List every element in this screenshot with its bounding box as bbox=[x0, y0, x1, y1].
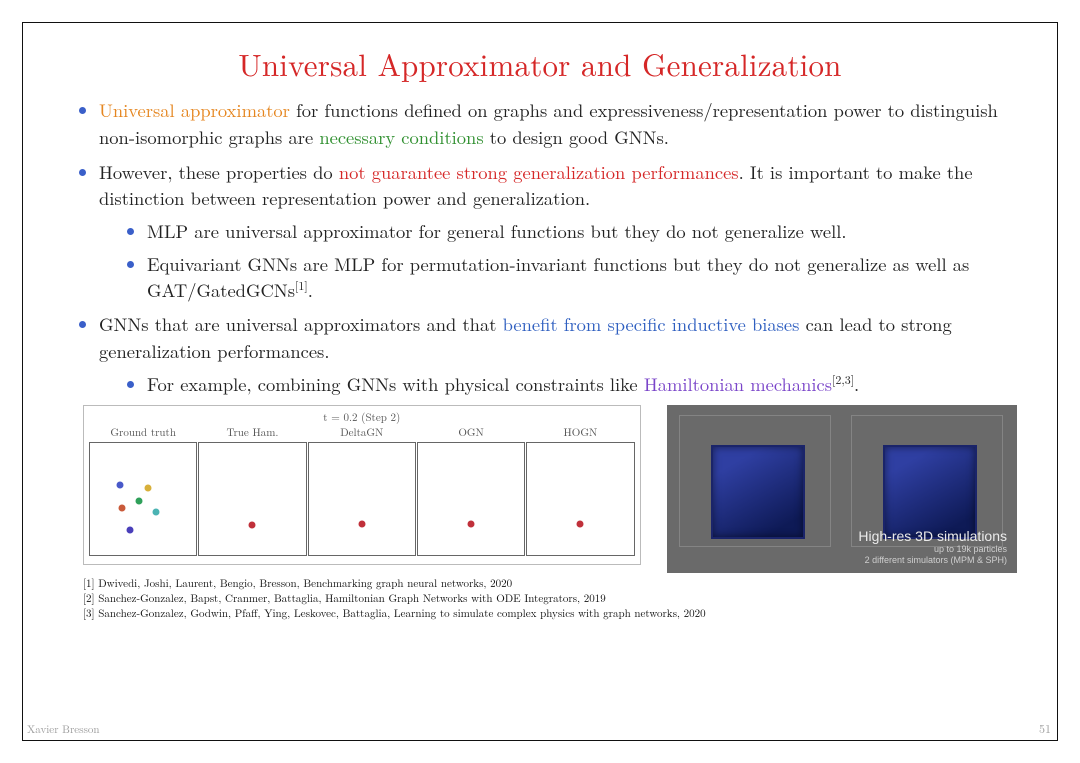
figL-header-3: OGN bbox=[458, 425, 483, 440]
bullet-2: However, these properties do not guarant… bbox=[85, 159, 1017, 303]
references: [1] Dwivedi, Joshi, Laurent, Bengio, Bre… bbox=[83, 577, 1017, 622]
ref-3: [3] Sanchez-Gonzalez, Godwin, Pfaff, Yin… bbox=[83, 607, 1017, 622]
figure-right-panel: High-res 3D simulations up to 19k partic… bbox=[667, 405, 1017, 573]
figL-dot bbox=[358, 520, 365, 527]
bullet-list: Universal approximator for functions def… bbox=[63, 97, 1017, 397]
figL-plot-2 bbox=[308, 442, 416, 556]
figL-dot bbox=[135, 498, 142, 505]
b3-purple: Hamiltonian mechanics bbox=[644, 371, 832, 397]
b3-sub1-sup: [2,3] bbox=[832, 371, 854, 388]
figL-header-0: Ground truth bbox=[110, 425, 176, 440]
b2-sub2: Equivariant GNNs are MLP for permutation… bbox=[133, 251, 1017, 304]
b3-sub1-t1: For example, combining GNNs with physica… bbox=[147, 371, 644, 397]
figL-header-4: HOGN bbox=[564, 425, 598, 440]
bullet-3: GNNs that are universal approximators an… bbox=[85, 311, 1017, 397]
figure-left-panel: t = 0.2 (Step 2) Ground truth True Ham. De… bbox=[83, 405, 641, 565]
figL-cell-2: DeltaGN bbox=[309, 425, 415, 556]
b1-orange: Universal approximator bbox=[99, 97, 290, 123]
b3-blue: benefit from specific inductive biases bbox=[503, 311, 800, 337]
figL-grid: Ground truth True Ham. DeltaGN OGN HOGN bbox=[90, 425, 634, 556]
figL-plot-4 bbox=[526, 442, 634, 556]
footer-page-number: 51 bbox=[1039, 720, 1051, 737]
b1-t2: to design good GNNs. bbox=[484, 124, 669, 150]
b2-sub2-sup: [1] bbox=[295, 277, 308, 294]
figL-dot bbox=[468, 520, 475, 527]
bullet-2-sub: MLP are universal approximator for gener… bbox=[99, 218, 1017, 303]
b3-sub1-t2: . bbox=[854, 371, 859, 397]
figL-plot-1 bbox=[198, 442, 306, 556]
b2-sub2-dot: . bbox=[308, 277, 313, 303]
cube-1 bbox=[711, 445, 805, 539]
figL-header-2: DeltaGN bbox=[340, 425, 383, 440]
bullet-1: Universal approximator for functions def… bbox=[85, 97, 1017, 151]
b2-sub2-t: Equivariant GNNs are MLP for permutation… bbox=[147, 251, 969, 303]
figL-plot-3 bbox=[417, 442, 525, 556]
ref-1: [1] Dwivedi, Joshi, Laurent, Bengio, Bre… bbox=[83, 577, 1017, 592]
ref-2: [2] Sanchez-Gonzalez, Bapst, Cranmer, Ba… bbox=[83, 592, 1017, 607]
figL-dot bbox=[116, 482, 123, 489]
figR-l2: up to 19k particles bbox=[858, 544, 1007, 556]
figL-plot-0 bbox=[89, 442, 197, 556]
figL-dot bbox=[145, 484, 152, 491]
b2-t1: However, these properties do bbox=[99, 159, 339, 185]
b3-t1: GNNs that are universal approximators an… bbox=[99, 311, 503, 337]
footer-author: Xavier Bresson bbox=[27, 722, 99, 737]
slide-page: Universal Approximator and Generalizatio… bbox=[0, 0, 1080, 763]
figR-l1: High-res 3D simulations bbox=[858, 528, 1007, 544]
slide-title: Universal Approximator and Generalizatio… bbox=[63, 41, 1017, 85]
figL-dot bbox=[249, 521, 256, 528]
cube-2 bbox=[883, 445, 977, 539]
b1-green: necessary conditions bbox=[319, 124, 483, 150]
b2-sub1: MLP are universal approximator for gener… bbox=[133, 218, 1017, 244]
figL-cell-0: Ground truth bbox=[90, 425, 196, 556]
figL-dot bbox=[152, 509, 159, 516]
figL-header-1: True Ham. bbox=[226, 425, 278, 440]
figR-l3: 2 different simulators (MPM & SPH) bbox=[858, 555, 1007, 567]
figR-caption: High-res 3D simulations up to 19k partic… bbox=[858, 528, 1007, 567]
figL-cell-3: OGN bbox=[418, 425, 524, 556]
figL-dot bbox=[577, 520, 584, 527]
figL-cell-1: True Ham. bbox=[199, 425, 305, 556]
bullet-3-sub: For example, combining GNNs with physica… bbox=[99, 371, 1017, 397]
figL-dot bbox=[127, 527, 134, 534]
figL-cell-4: HOGN bbox=[527, 425, 633, 556]
figure-row: t = 0.2 (Step 2) Ground truth True Ham. De… bbox=[83, 405, 1017, 573]
figL-toplabel: t = 0.2 (Step 2) bbox=[90, 410, 634, 425]
b3-sub1: For example, combining GNNs with physica… bbox=[133, 371, 1017, 397]
slide-frame: Universal Approximator and Generalizatio… bbox=[22, 22, 1058, 741]
b2-red: not guarantee strong generalization perf… bbox=[339, 159, 739, 185]
figL-dot bbox=[118, 504, 125, 511]
